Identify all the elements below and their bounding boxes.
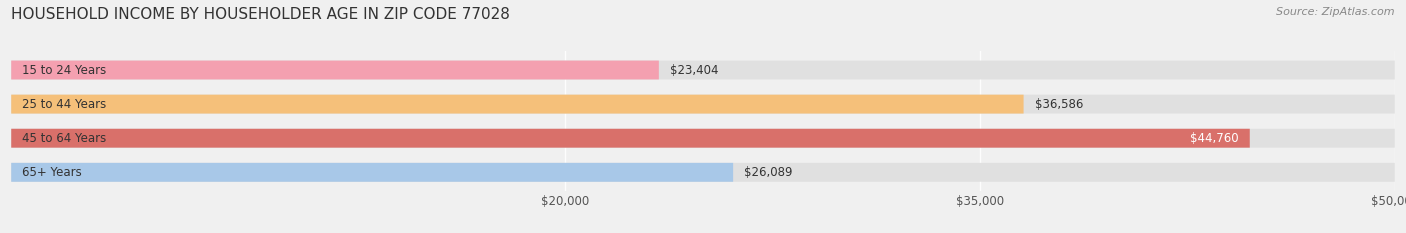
- FancyBboxPatch shape: [11, 61, 659, 79]
- FancyBboxPatch shape: [11, 61, 1395, 79]
- Text: $26,089: $26,089: [744, 166, 793, 179]
- FancyBboxPatch shape: [11, 95, 1024, 113]
- Text: 45 to 64 Years: 45 to 64 Years: [22, 132, 107, 145]
- Text: 25 to 44 Years: 25 to 44 Years: [22, 98, 107, 111]
- FancyBboxPatch shape: [11, 163, 733, 182]
- Text: $23,404: $23,404: [669, 64, 718, 76]
- Text: HOUSEHOLD INCOME BY HOUSEHOLDER AGE IN ZIP CODE 77028: HOUSEHOLD INCOME BY HOUSEHOLDER AGE IN Z…: [11, 7, 510, 22]
- Text: $44,760: $44,760: [1189, 132, 1239, 145]
- Text: $36,586: $36,586: [1035, 98, 1083, 111]
- Text: 65+ Years: 65+ Years: [22, 166, 82, 179]
- FancyBboxPatch shape: [11, 129, 1250, 148]
- FancyBboxPatch shape: [11, 129, 1395, 148]
- Text: 15 to 24 Years: 15 to 24 Years: [22, 64, 107, 76]
- FancyBboxPatch shape: [11, 95, 1395, 113]
- Text: Source: ZipAtlas.com: Source: ZipAtlas.com: [1277, 7, 1395, 17]
- FancyBboxPatch shape: [11, 163, 1395, 182]
